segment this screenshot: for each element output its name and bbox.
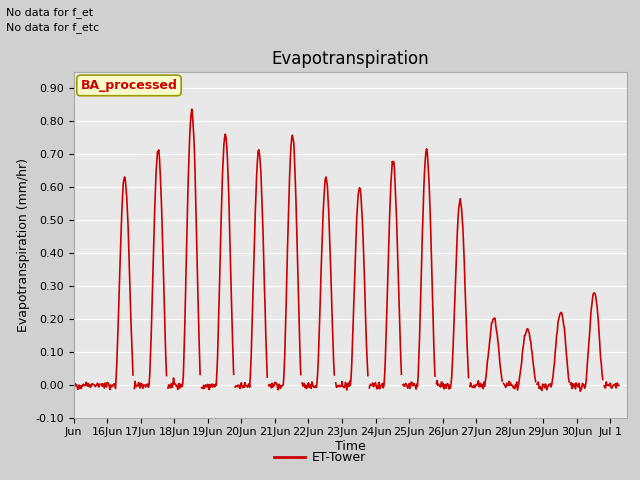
Title: Evapotranspiration: Evapotranspiration bbox=[271, 49, 429, 68]
X-axis label: Time: Time bbox=[335, 440, 366, 453]
Legend: ET-Tower: ET-Tower bbox=[269, 446, 371, 469]
Y-axis label: Evapotranspiration (mm/hr): Evapotranspiration (mm/hr) bbox=[17, 158, 29, 332]
Text: No data for f_et: No data for f_et bbox=[6, 7, 93, 18]
Text: No data for f_etc: No data for f_etc bbox=[6, 22, 100, 33]
Text: BA_processed: BA_processed bbox=[81, 79, 177, 92]
